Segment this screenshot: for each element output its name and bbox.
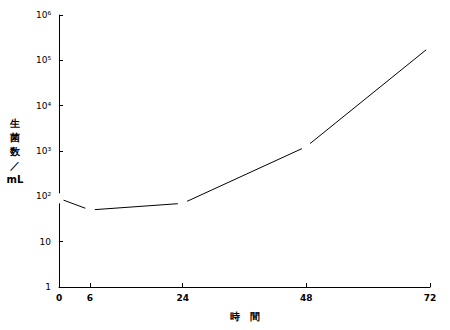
svg-text:数: 数	[9, 146, 21, 157]
svg-text:10³: 10³	[36, 146, 51, 156]
svg-text:10⁶: 10⁶	[36, 10, 51, 20]
svg-text:10⁵: 10⁵	[36, 55, 51, 65]
svg-text:0: 0	[56, 293, 62, 303]
svg-text:1: 1	[45, 282, 51, 292]
svg-text:10⁴: 10⁴	[36, 101, 51, 111]
svg-text:菌: 菌	[9, 132, 20, 143]
svg-text:6: 6	[87, 293, 93, 303]
svg-text:mL: mL	[7, 174, 24, 185]
svg-text:48: 48	[300, 293, 313, 303]
svg-text:時 間: 時 間	[230, 311, 260, 322]
svg-text:生: 生	[9, 118, 20, 129]
svg-text:／: ／	[10, 160, 20, 172]
svg-text:24: 24	[176, 293, 189, 303]
svg-text:10: 10	[40, 237, 52, 247]
svg-text:72: 72	[424, 293, 437, 303]
svg-text:10²: 10²	[36, 191, 51, 201]
